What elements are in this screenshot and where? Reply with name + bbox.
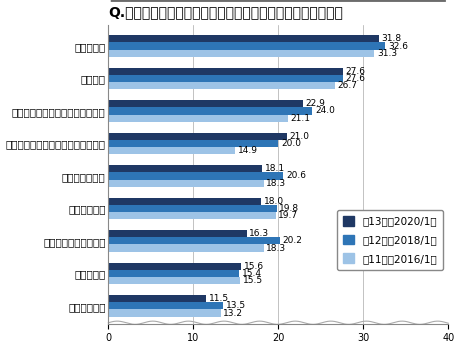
Text: 19.7: 19.7 — [278, 211, 298, 220]
Bar — [108, 114, 287, 122]
Bar — [108, 263, 241, 270]
Bar — [108, 212, 275, 219]
Bar — [108, 133, 286, 140]
Text: 20.0: 20.0 — [280, 139, 300, 148]
Text: 15.5: 15.5 — [242, 276, 262, 285]
Text: 21.1: 21.1 — [290, 114, 309, 122]
Text: 22.9: 22.9 — [305, 99, 325, 108]
Text: 24.0: 24.0 — [314, 106, 334, 116]
Text: 15.6: 15.6 — [243, 262, 263, 271]
Text: 18.3: 18.3 — [266, 179, 286, 187]
Bar — [108, 75, 342, 82]
Bar — [108, 172, 283, 179]
Bar — [108, 310, 220, 317]
Text: 27.6: 27.6 — [345, 74, 365, 83]
Text: 20.6: 20.6 — [285, 171, 305, 180]
Text: 32.6: 32.6 — [387, 42, 407, 51]
Text: 11.5: 11.5 — [208, 294, 228, 303]
Bar — [108, 205, 276, 212]
Bar — [108, 237, 280, 244]
Text: 21.0: 21.0 — [289, 132, 309, 141]
Legend: 第13回（2020/1）, 第12回（2018/1）, 第11回（2016/1）: 第13回（2020/1）, 第12回（2018/1）, 第11回（2016/1） — [336, 210, 442, 270]
Text: 19.8: 19.8 — [279, 204, 299, 213]
Text: 20.2: 20.2 — [282, 236, 302, 245]
Text: 27.6: 27.6 — [345, 67, 365, 76]
Bar — [108, 198, 261, 205]
Bar — [108, 43, 385, 50]
Bar — [108, 35, 378, 43]
Bar — [108, 68, 342, 75]
Bar — [108, 179, 263, 187]
Bar — [108, 50, 374, 57]
Text: 31.3: 31.3 — [376, 49, 396, 58]
Bar — [108, 107, 312, 114]
Bar — [108, 230, 246, 237]
Text: 14.9: 14.9 — [237, 146, 257, 155]
Text: 31.8: 31.8 — [381, 34, 400, 43]
Text: 18.3: 18.3 — [266, 244, 286, 253]
Bar — [108, 302, 223, 310]
Text: 13.2: 13.2 — [223, 309, 242, 318]
Text: 15.4: 15.4 — [241, 269, 261, 278]
Text: 13.5: 13.5 — [225, 301, 245, 310]
Text: 16.3: 16.3 — [249, 229, 269, 238]
Bar — [108, 270, 239, 277]
Text: 18.1: 18.1 — [264, 164, 284, 173]
Bar — [108, 140, 278, 147]
Text: Q.信頼性・安心感があると思う住宅メーカー・ブランドは？: Q.信頼性・安心感があると思う住宅メーカー・ブランドは？ — [108, 6, 342, 20]
Bar — [108, 147, 235, 154]
Bar — [108, 100, 302, 107]
Bar — [108, 165, 262, 172]
Bar — [108, 82, 335, 89]
Text: 26.7: 26.7 — [337, 81, 357, 90]
Bar — [108, 295, 206, 302]
Bar — [108, 244, 263, 252]
Bar — [108, 277, 240, 284]
Text: 18.0: 18.0 — [263, 197, 283, 206]
